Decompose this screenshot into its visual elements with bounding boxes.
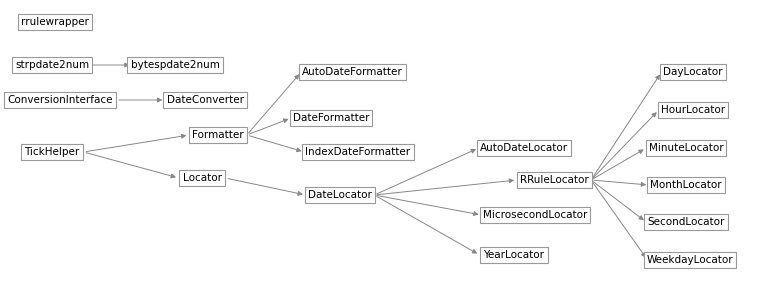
Text: DateLocator: DateLocator <box>308 190 372 200</box>
Text: strpdate2num: strpdate2num <box>15 60 89 70</box>
Text: Formatter: Formatter <box>192 130 243 140</box>
Text: YearLocator: YearLocator <box>484 250 545 260</box>
Text: RRuleLocator: RRuleLocator <box>520 175 588 185</box>
Text: MinuteLocator: MinuteLocator <box>649 143 723 153</box>
Text: WeekdayLocator: WeekdayLocator <box>647 255 733 265</box>
Text: DateFormatter: DateFormatter <box>293 113 369 123</box>
Text: bytespdate2num: bytespdate2num <box>131 60 220 70</box>
Text: DayLocator: DayLocator <box>664 67 723 77</box>
Text: DateConverter: DateConverter <box>167 95 243 105</box>
Text: MicrosecondLocator: MicrosecondLocator <box>483 210 588 220</box>
Text: MonthLocator: MonthLocator <box>650 180 722 190</box>
Text: ConversionInterface: ConversionInterface <box>7 95 113 105</box>
Text: HourLocator: HourLocator <box>661 105 725 115</box>
Text: AutoDateFormatter: AutoDateFormatter <box>302 67 402 77</box>
Text: IndexDateFormatter: IndexDateFormatter <box>306 147 411 157</box>
Text: TickHelper: TickHelper <box>25 147 80 157</box>
Text: SecondLocator: SecondLocator <box>647 217 725 227</box>
Text: rrulewrapper: rrulewrapper <box>21 17 89 27</box>
Text: AutoDateLocator: AutoDateLocator <box>480 143 568 153</box>
Text: Locator: Locator <box>183 173 221 183</box>
